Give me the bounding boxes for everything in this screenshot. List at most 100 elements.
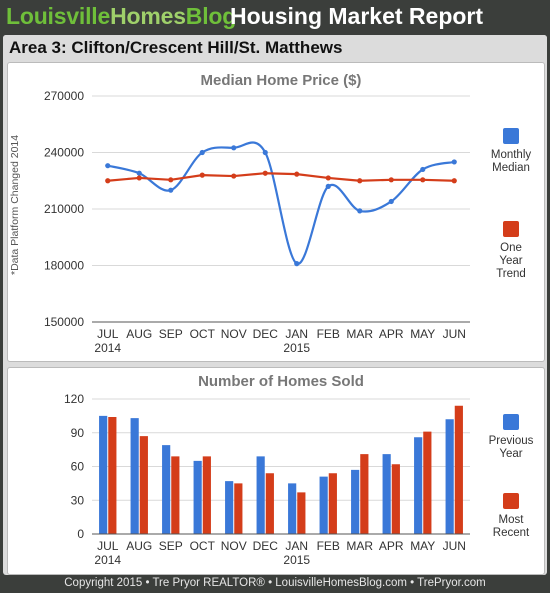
bar bbox=[360, 454, 369, 534]
homes-sold-panel: Number of Homes Sold 0 30 60 90 120 JUL 2014 AUG… bbox=[7, 367, 545, 575]
data-point bbox=[199, 172, 205, 178]
brand-logo[interactable]: LouisvilleHomesBlog bbox=[6, 3, 236, 30]
x-tick-label: JUN bbox=[443, 327, 466, 341]
bar bbox=[319, 476, 328, 534]
bar bbox=[256, 456, 265, 534]
data-point bbox=[451, 178, 457, 184]
bar bbox=[162, 445, 171, 534]
bar bbox=[202, 456, 211, 534]
year-label: 2015 bbox=[283, 553, 310, 567]
data-point bbox=[105, 178, 111, 184]
legend-label: One bbox=[500, 242, 522, 254]
x-tick-label: SEP bbox=[159, 327, 183, 341]
y-tick-label: 240000 bbox=[44, 146, 84, 160]
bar bbox=[423, 431, 432, 534]
y-tick-label: 150000 bbox=[44, 315, 84, 329]
bar bbox=[454, 405, 463, 534]
x-tick-label: NOV bbox=[221, 539, 247, 553]
data-point bbox=[231, 173, 237, 179]
data-point bbox=[388, 198, 394, 205]
brand-part1: Louisville bbox=[6, 3, 111, 29]
y-tick-label: 210000 bbox=[44, 202, 84, 216]
report-title: Housing Market Report bbox=[230, 3, 484, 29]
x-tick-label: FEB bbox=[317, 327, 340, 341]
year-label: 2014 bbox=[94, 553, 121, 567]
data-point bbox=[136, 170, 142, 176]
legend-label: Year bbox=[499, 448, 522, 460]
year-label: 2014 bbox=[94, 341, 121, 355]
y-tick-label: 60 bbox=[71, 460, 85, 474]
bar bbox=[297, 492, 306, 534]
area-title: Area 3: Clifton/Crescent Hill/St. Matthe… bbox=[9, 38, 343, 57]
x-tick-label: MAR bbox=[346, 327, 373, 341]
y-tick-label: 30 bbox=[71, 493, 85, 507]
data-point bbox=[420, 177, 426, 183]
area-bar: Area 3: Clifton/Crescent Hill/St. Matthe… bbox=[3, 35, 547, 61]
x-tick-label: FEB bbox=[317, 539, 340, 553]
x-tick-label: MAR bbox=[346, 539, 373, 553]
legend-swatch bbox=[503, 414, 519, 430]
legend-swatch bbox=[503, 128, 519, 144]
x-tick-label: OCT bbox=[190, 327, 216, 341]
chart-title: Number of Homes Sold bbox=[198, 373, 364, 390]
data-point bbox=[294, 171, 300, 177]
series-line bbox=[107, 141, 455, 265]
bar bbox=[328, 473, 337, 534]
bar bbox=[351, 469, 360, 534]
x-tick-label: APR bbox=[379, 327, 404, 341]
data-point bbox=[262, 149, 268, 156]
bar bbox=[414, 437, 423, 534]
bar bbox=[382, 454, 391, 534]
bar bbox=[288, 483, 297, 534]
legend-label: Monthly bbox=[491, 149, 532, 161]
x-tick-label: AUG bbox=[126, 327, 152, 341]
chart-title: Median Home Price ($) bbox=[201, 72, 362, 89]
legend-label: Recent bbox=[493, 527, 530, 539]
x-tick-label: APR bbox=[379, 539, 404, 553]
series-line bbox=[107, 172, 455, 182]
x-tick-label: MAY bbox=[410, 539, 435, 553]
data-point bbox=[420, 166, 426, 173]
x-tick-label: DEC bbox=[253, 539, 279, 553]
footer: Copyright 2015 • Tre Pryor REALTOR® • Lo… bbox=[64, 577, 486, 589]
data-point bbox=[168, 187, 174, 193]
x-tick-label: JAN bbox=[285, 327, 308, 341]
bar bbox=[130, 418, 139, 534]
y-tick-label: 0 bbox=[77, 527, 84, 541]
x-tick-label: MAY bbox=[410, 327, 435, 341]
legend-label: Most bbox=[499, 514, 525, 526]
legend-label: Year bbox=[499, 255, 522, 267]
x-tick-label: AUG bbox=[126, 539, 152, 553]
x-tick-label: NOV bbox=[221, 327, 247, 341]
legend-label: Previous bbox=[489, 435, 534, 447]
y-tick-label: 120 bbox=[64, 392, 84, 406]
bar bbox=[193, 460, 202, 534]
bar bbox=[99, 415, 108, 534]
data-point bbox=[136, 175, 142, 181]
x-tick-label: DEC bbox=[253, 327, 279, 341]
bar bbox=[139, 436, 148, 534]
data-point bbox=[294, 261, 300, 267]
data-point bbox=[325, 183, 331, 189]
header: LouisvilleHomesBlog Housing Market Repor… bbox=[0, 0, 550, 34]
median-price-chart: Median Home Price ($) 150000 180000 210000 2… bbox=[9, 72, 532, 355]
data-point bbox=[105, 163, 111, 169]
y-tick-label: 90 bbox=[71, 426, 85, 440]
x-tick-label: OCT bbox=[190, 539, 216, 553]
y-tick-label: 270000 bbox=[44, 89, 84, 103]
data-point bbox=[388, 177, 394, 183]
brand-part2: Homes bbox=[110, 3, 186, 29]
data-point bbox=[262, 170, 268, 176]
bar bbox=[171, 456, 180, 534]
bar bbox=[391, 464, 400, 534]
data-point bbox=[168, 177, 174, 183]
bar bbox=[234, 483, 243, 534]
bar bbox=[108, 417, 117, 534]
legend-swatch bbox=[503, 493, 519, 509]
x-tick-label: JUN bbox=[443, 539, 466, 553]
x-tick-label: JAN bbox=[285, 539, 308, 553]
bar bbox=[265, 473, 274, 534]
bar bbox=[225, 481, 234, 534]
year-label: 2015 bbox=[283, 341, 310, 355]
